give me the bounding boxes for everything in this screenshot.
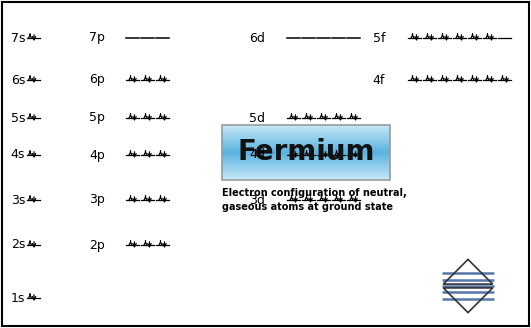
Text: 6d: 6d <box>249 31 265 45</box>
Text: 4d: 4d <box>249 149 265 161</box>
Text: 3p: 3p <box>89 194 105 207</box>
Text: 4s: 4s <box>11 149 25 161</box>
Text: 4f: 4f <box>373 73 385 87</box>
Text: 5f: 5f <box>373 31 385 45</box>
Bar <box>222 125 390 180</box>
Text: 2p: 2p <box>89 238 105 252</box>
Text: 5d: 5d <box>249 112 265 125</box>
Text: Electron configuration of neutral,: Electron configuration of neutral, <box>222 188 407 198</box>
Text: 6s: 6s <box>11 73 25 87</box>
Text: 5p: 5p <box>89 112 105 125</box>
Text: 7s: 7s <box>11 31 25 45</box>
Text: gaseous atoms at ground state: gaseous atoms at ground state <box>222 202 393 212</box>
Text: 3d: 3d <box>249 194 265 207</box>
Text: 6p: 6p <box>89 73 105 87</box>
Text: 5s: 5s <box>11 112 25 125</box>
Text: Fermium: Fermium <box>237 138 375 167</box>
Text: 1s: 1s <box>11 292 25 304</box>
Text: 3s: 3s <box>11 194 25 207</box>
Text: 4p: 4p <box>89 149 105 161</box>
Text: 2s: 2s <box>11 238 25 252</box>
Text: 7p: 7p <box>89 31 105 45</box>
